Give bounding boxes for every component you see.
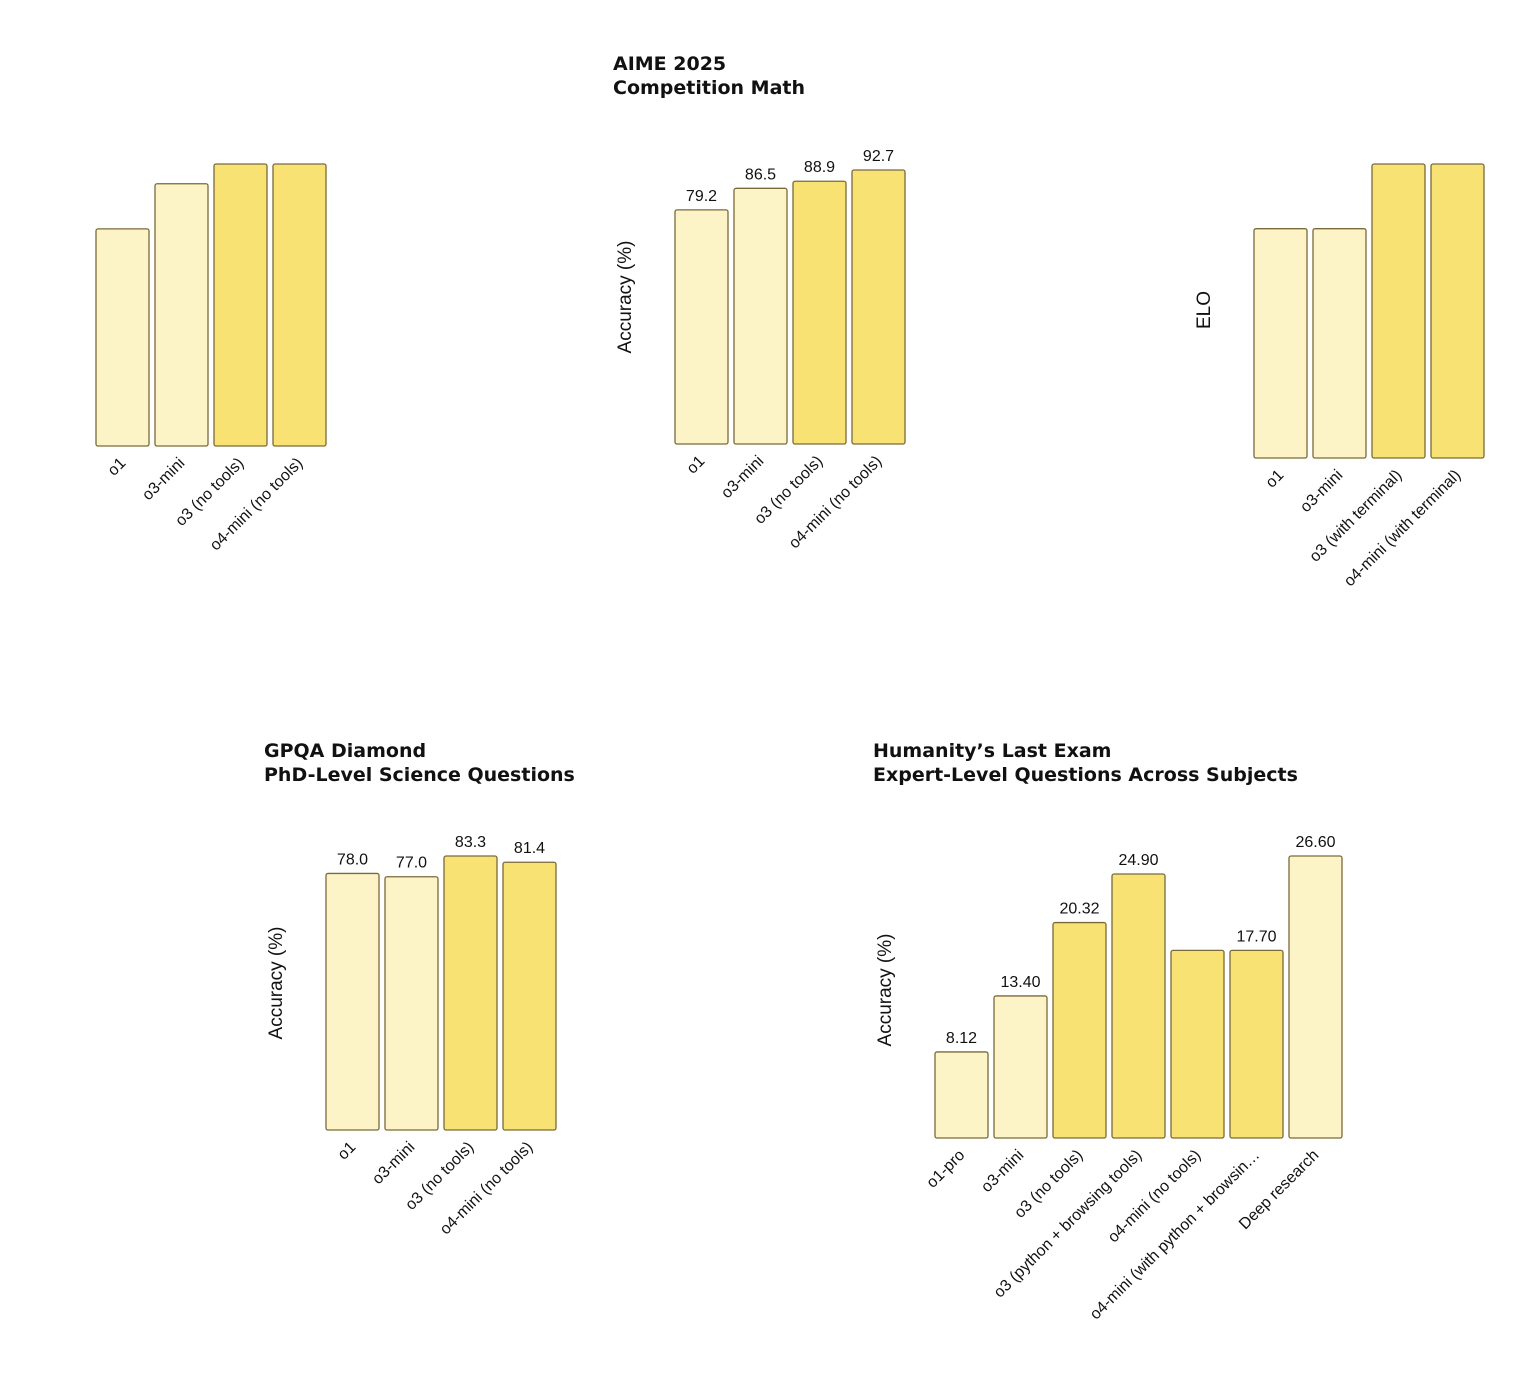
bar-3-4 (1430, 163, 1485, 459)
value-label-2-3: 88.9 (804, 159, 835, 176)
chart-subtitle-gpqa: PhD-Level Science Questions (264, 764, 575, 786)
bar-2-2 (733, 187, 788, 445)
value-label-4-3: 83.3 (455, 834, 486, 851)
value-label-4-4: 81.4 (514, 840, 545, 857)
chart-panel-1: o1 o3-mini o3 (no tools) o4-mini (no tools) (0, 0, 540, 660)
bar-3-1 (1253, 228, 1308, 459)
value-label-5-3: 20.32 (1059, 901, 1099, 918)
chart-subtitle-hle: Expert-Level Questions Across Subjects (873, 764, 1298, 786)
bar-5-4 (1111, 873, 1166, 1139)
chart-panel-gpqa: GPQA Diamond PhD-Level Science Questions… (264, 740, 575, 1238)
y-axis-label-3: ELO (1194, 291, 1215, 329)
bar-5-7 (1288, 855, 1343, 1139)
value-label-2-4: 92.7 (863, 148, 894, 165)
value-label-4-2: 77.0 (396, 855, 427, 872)
value-label-2-2: 86.5 (745, 166, 776, 183)
bar-5-6 (1229, 949, 1284, 1139)
y-axis-label-2: Accuracy (%) (615, 241, 636, 354)
bar-3-2 (1312, 228, 1367, 459)
value-label-2-1: 79.2 (686, 188, 717, 205)
bar-2-4 (851, 169, 906, 445)
chart-title-hle: Humanity’s Last Exam (873, 740, 1112, 762)
value-label-4-1: 78.0 (337, 851, 368, 868)
bar-2-3 (792, 180, 847, 445)
y-axis-label-5: Accuracy (%) (875, 934, 896, 1047)
value-label-5-1: 8.12 (946, 1030, 977, 1047)
bar-2-1 (674, 209, 729, 445)
bar-1-3 (213, 163, 268, 447)
chart-title-gpqa: GPQA Diamond (264, 740, 427, 762)
value-label-5-7: 26.60 (1295, 834, 1335, 851)
bar-3-3 (1371, 163, 1426, 459)
bar-4-4 (502, 861, 557, 1131)
bar-5-1 (934, 1051, 989, 1139)
tick-label-5-2: o3-mini (978, 1147, 1027, 1196)
bar-4-3 (443, 855, 498, 1131)
bar-4-1 (325, 872, 380, 1131)
bar-1-1 (95, 228, 150, 447)
chart-panel-aime: AIME 2025 Competition Math 79.2 o1 86.5 o3-… (0, 0, 1100, 660)
bar-1-2 (154, 183, 209, 447)
bar-5-3 (1052, 921, 1107, 1139)
chart-subtitle-aime: Competition Math (613, 77, 806, 99)
bar-5-5 (1170, 949, 1225, 1139)
chart-panel-elo: o1 o3-mini o3 (with terminal) o4-mini (with… (0, 0, 1538, 660)
value-label-5-4: 24.90 (1118, 852, 1158, 869)
value-label-5-2: 13.40 (1000, 974, 1040, 991)
chart-title-aime: AIME 2025 (613, 53, 727, 75)
bar-1-4 (272, 163, 327, 447)
y-axis-label-4: Accuracy (%) (266, 927, 287, 1040)
value-label-5-6: 17.70 (1236, 928, 1276, 945)
bar-4-2 (384, 876, 439, 1131)
tick-label-5-1: o1-pro (924, 1147, 969, 1192)
bar-5-2 (993, 995, 1048, 1139)
